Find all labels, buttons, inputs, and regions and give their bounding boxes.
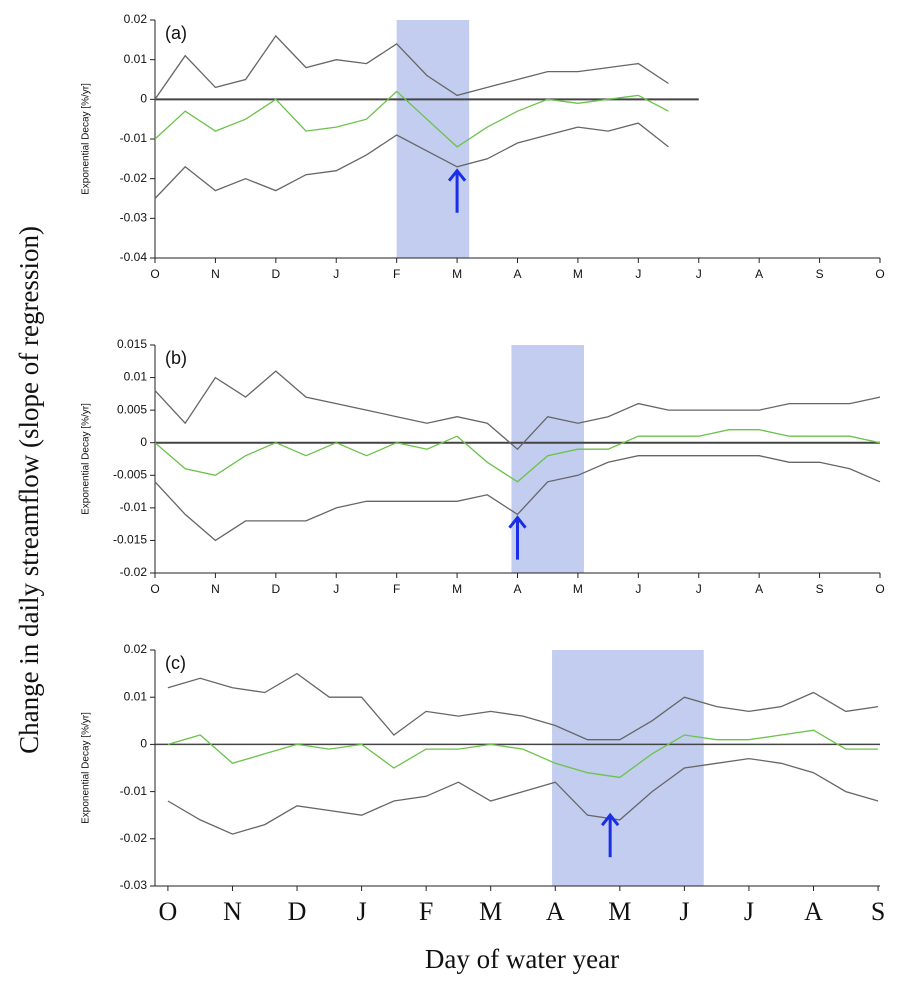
arrow: [508, 515, 527, 560]
y-tick-label: -0.01: [120, 784, 148, 798]
x-tick-label: F: [393, 267, 400, 281]
arrow: [600, 812, 620, 858]
y-tick-label: 0: [140, 737, 147, 751]
x-tick-label: N: [211, 267, 220, 281]
figure-y-label: Change in daily streamflow (slope of reg…: [14, 226, 44, 754]
x-tick-label: O: [150, 267, 159, 281]
panel-title: (a): [165, 23, 187, 43]
y-axis-label: Exponential Decay [%/yr]: [81, 403, 92, 515]
highlight-band: [552, 650, 704, 886]
arrow-head: [508, 515, 527, 529]
x-tick-label: A: [546, 897, 565, 926]
y-tick-label: 0: [140, 92, 147, 106]
x-tick-label: J: [696, 267, 702, 281]
x-tick-label: D: [271, 582, 280, 596]
x-tick-label: A: [513, 267, 521, 281]
figure-x-label: Day of water year: [425, 944, 619, 974]
x-tick-label: F: [419, 897, 433, 926]
highlight-band: [396, 20, 470, 258]
x-tick-label: J: [357, 897, 367, 926]
y-tick-label: -0.01: [120, 500, 148, 514]
x-tick-label: M: [573, 582, 583, 596]
y-tick-label: -0.02: [120, 565, 148, 579]
x-tick-label: A: [755, 267, 763, 281]
x-tick-label: M: [452, 582, 462, 596]
highlight-band: [511, 345, 584, 573]
x-tick-label: F: [393, 582, 400, 596]
series-line: [154, 455, 881, 542]
x-tick-label: D: [271, 267, 280, 281]
y-tick-label: 0.005: [117, 402, 147, 416]
series-line: [154, 429, 881, 483]
x-tick-label: S: [871, 897, 885, 926]
series-line: [154, 34, 669, 100]
x-tick-label: J: [333, 267, 339, 281]
series-line: [167, 729, 879, 779]
x-tick-label: A: [755, 582, 763, 596]
x-tick-label: A: [513, 582, 521, 596]
series-line: [154, 90, 669, 148]
y-tick-label: -0.02: [120, 831, 148, 845]
x-tick-label: J: [635, 267, 641, 281]
x-tick-label: J: [679, 897, 689, 926]
x-tick-label: O: [159, 897, 178, 926]
arrow: [447, 168, 467, 213]
arrow-head: [447, 168, 467, 182]
y-tick-label: 0: [140, 435, 147, 449]
x-tick-label: J: [744, 897, 754, 926]
x-tick-label: S: [816, 582, 824, 596]
y-tick-label: 0.015: [117, 337, 147, 351]
panel-title: (c): [165, 653, 186, 673]
y-tick-label: -0.01: [120, 131, 148, 145]
arrow-head: [600, 812, 620, 827]
x-tick-label: A: [804, 897, 823, 926]
x-tick-label: N: [211, 582, 220, 596]
series-line: [154, 370, 881, 451]
y-tick-label: -0.04: [120, 250, 148, 264]
panel-title: (b): [165, 348, 187, 368]
x-tick-label: D: [288, 897, 307, 926]
panel: 0.02 0.01 0 -0.01 -0.02 -0.03 O N D J F M A M J J A S (c) E…: [81, 642, 886, 926]
y-tick-label: 0.01: [124, 689, 148, 703]
y-tick-label: 0.02: [124, 12, 148, 26]
y-tick-label: -0.03: [120, 211, 148, 225]
panel: 0.020.010-0.01-0.02-0.03-0.04O N D J F M A M J J A…: [81, 12, 885, 281]
y-axis-label: Exponential Decay [%/yr]: [81, 83, 92, 195]
x-tick-label: J: [696, 582, 702, 596]
y-tick-label: -0.02: [120, 171, 148, 185]
x-tick-label: J: [635, 582, 641, 596]
y-tick-label: 0.01: [124, 52, 148, 66]
y-axis-label: Exponential Decay [%/yr]: [81, 712, 92, 824]
x-tick-label: N: [223, 897, 242, 926]
x-tick-label: M: [573, 267, 583, 281]
x-tick-label: S: [816, 267, 824, 281]
series-line: [167, 757, 879, 835]
series-line: [154, 122, 669, 199]
x-tick-label: O: [150, 582, 159, 596]
x-tick-label: M: [608, 897, 631, 926]
y-tick-label: 0.02: [124, 642, 148, 656]
series-line: [167, 672, 879, 741]
y-tick-label: -0.03: [120, 878, 148, 892]
x-tick-label: O: [875, 582, 884, 596]
x-tick-label: M: [479, 897, 502, 926]
y-tick-label: -0.005: [113, 467, 147, 481]
x-tick-label: J: [333, 582, 339, 596]
x-tick-label: M: [452, 267, 462, 281]
x-tick-label: O: [875, 267, 884, 281]
y-tick-label: 0.01: [124, 370, 148, 384]
y-tick-label: -0.015: [113, 533, 147, 547]
